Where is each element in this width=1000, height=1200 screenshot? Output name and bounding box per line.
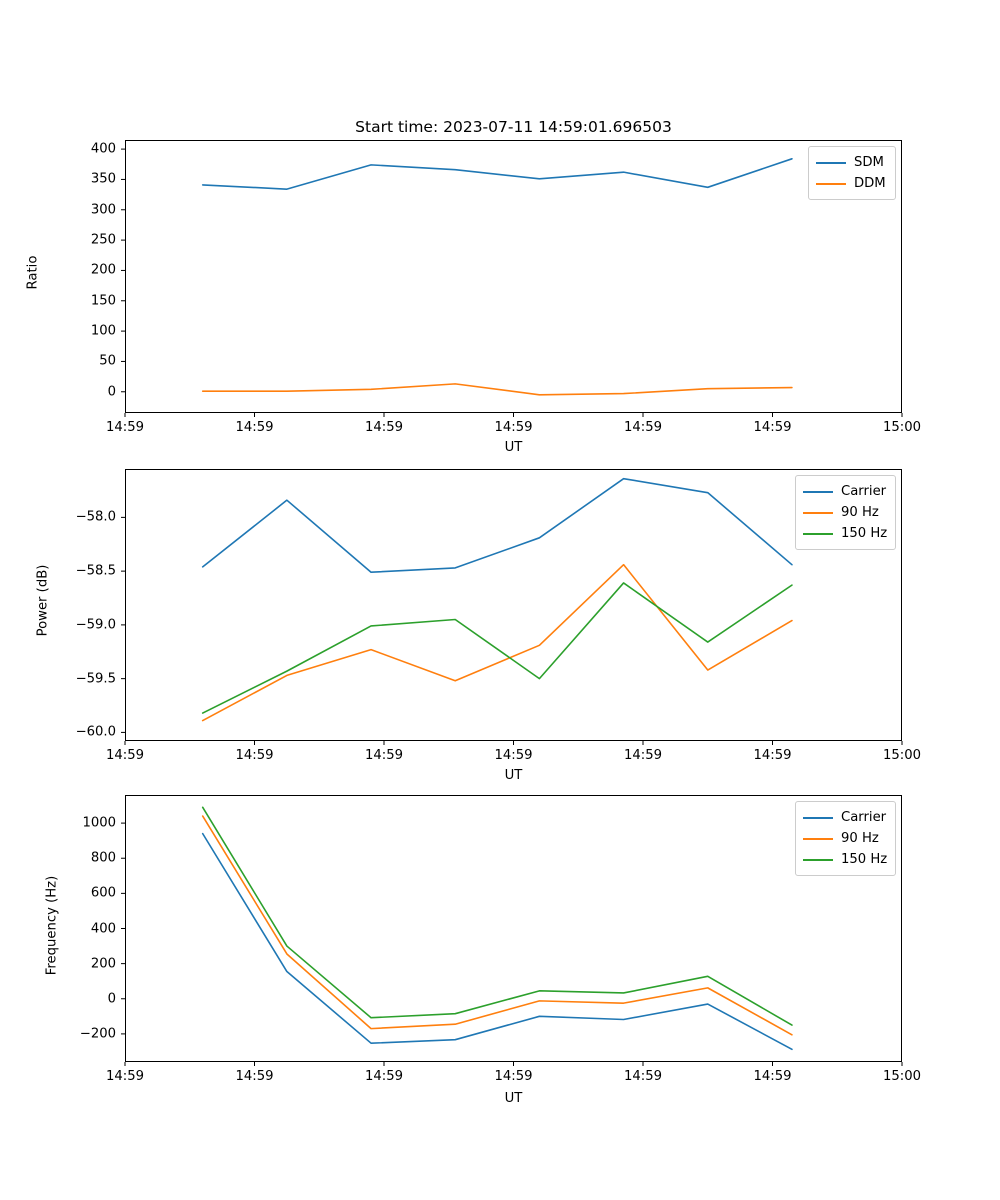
legend-label: SDM <box>854 155 884 170</box>
legend-item[interactable]: DDM <box>816 173 888 194</box>
x-tick-label: 15:00 <box>882 748 922 763</box>
data-line-ddm <box>201 383 793 396</box>
legend-color-swatch <box>816 161 846 164</box>
x-tick-label: 14:59 <box>364 748 404 763</box>
x-tick-label: 14:59 <box>494 420 533 435</box>
legend-color-swatch <box>803 511 833 514</box>
legend-label: Carrier <box>841 810 887 825</box>
y-tick-label: 400 <box>90 141 116 157</box>
y-tick-label: 150 <box>90 293 116 309</box>
y-tick-label: −59.0 <box>75 617 116 633</box>
y-tick-label: 800 <box>90 850 116 866</box>
legend-label: 150 Hz <box>841 852 888 867</box>
data-line-sdm <box>201 158 793 190</box>
data-line-90-hz <box>201 563 793 722</box>
y-tick-label: 300 <box>90 202 116 218</box>
y-tick-label: 100 <box>90 323 116 339</box>
x-tick-label: 14:59 <box>235 1069 274 1084</box>
data-line-150-hz <box>201 806 793 1026</box>
legend-item[interactable]: Carrier <box>803 481 888 502</box>
data-line-carrier <box>201 832 793 1051</box>
x-tick-label: 14:59 <box>105 748 145 763</box>
y-tick-label: 250 <box>90 232 116 248</box>
x-tick-label: 14:59 <box>494 748 533 763</box>
legend-label: 150 Hz <box>841 526 888 541</box>
y-tick-label: 0 <box>107 384 116 400</box>
x-tick-label: 14:59 <box>623 1069 663 1084</box>
x-tick-label: 14:59 <box>364 1069 404 1084</box>
data-line-150-hz <box>201 582 793 714</box>
legend-label: Carrier <box>841 484 887 499</box>
legend-color-swatch <box>803 532 833 535</box>
x-axis-label-ut-1: UT <box>504 440 523 455</box>
subplot-ratio: Start time: 2023-07-11 14:59:01.696503 R… <box>0 0 1000 460</box>
y-tick-label: −59.5 <box>75 671 116 687</box>
x-tick-label: 14:59 <box>235 748 274 763</box>
axes-frame-1 <box>125 140 902 413</box>
legend-item[interactable]: 150 Hz <box>803 849 888 870</box>
y-tick-label: −200 <box>79 1026 116 1042</box>
figure-title: Start time: 2023-07-11 14:59:01.696503 <box>355 118 672 136</box>
plot-area-ratio <box>121 148 903 417</box>
y-tick-label: 200 <box>90 262 116 278</box>
x-tick-label: 14:59 <box>753 748 792 763</box>
x-tick-label: 14:59 <box>753 420 792 435</box>
y-tick-label: 1000 <box>82 815 116 831</box>
x-tick-label: 14:59 <box>494 1069 533 1084</box>
legend-item[interactable]: Carrier <box>803 807 888 828</box>
y-tick-label: 200 <box>90 956 116 972</box>
axes-frame-3 <box>125 795 902 1062</box>
y-tick-label: −58.0 <box>75 509 116 525</box>
y-tick-label: −60.0 <box>75 724 116 740</box>
x-tick-label: 15:00 <box>882 420 922 435</box>
legend-label: 90 Hz <box>841 505 879 520</box>
legend-subplot-3[interactable]: Carrier 90 Hz 150 Hz <box>795 801 896 876</box>
y-tick-label: 600 <box>90 885 116 901</box>
legend-item[interactable]: 90 Hz <box>803 828 888 849</box>
legend-label: 90 Hz <box>841 831 879 846</box>
x-tick-label: 14:59 <box>623 748 663 763</box>
y-tick-label: 50 <box>99 353 116 369</box>
x-tick-label: 14:59 <box>623 420 663 435</box>
y-tick-label: 0 <box>107 991 116 1007</box>
y-tick-label: 350 <box>90 171 116 187</box>
x-tick-label: 14:59 <box>364 420 404 435</box>
legend-item[interactable]: SDM <box>816 152 888 173</box>
y-tick-label: −58.5 <box>75 563 116 579</box>
legend-label: DDM <box>854 176 886 191</box>
legend-subplot-2[interactable]: Carrier 90 Hz 150 Hz <box>795 475 896 550</box>
legend-color-swatch <box>803 837 833 840</box>
x-tick-label: 14:59 <box>235 420 274 435</box>
legend-color-swatch <box>803 816 833 819</box>
legend-color-swatch <box>816 182 846 185</box>
legend-color-swatch <box>803 490 833 493</box>
data-line-90-hz <box>201 815 793 1036</box>
x-tick-label: 14:59 <box>753 1069 792 1084</box>
x-axis-label-ut-3: UT <box>504 1091 523 1106</box>
x-tick-label: 14:59 <box>105 420 145 435</box>
data-line-carrier <box>201 477 793 574</box>
y-tick-label: 400 <box>90 921 116 936</box>
legend-subplot-1[interactable]: SDM DDM <box>808 146 896 200</box>
axes-frame-2 <box>125 469 902 741</box>
x-axis-label-ut-2: UT <box>504 768 523 783</box>
legend-color-swatch <box>803 858 833 861</box>
legend-item[interactable]: 90 Hz <box>803 502 888 523</box>
x-tick-label: 14:59 <box>105 1069 145 1084</box>
legend-item[interactable]: 150 Hz <box>803 523 888 544</box>
x-tick-label: 15:00 <box>882 1069 922 1084</box>
